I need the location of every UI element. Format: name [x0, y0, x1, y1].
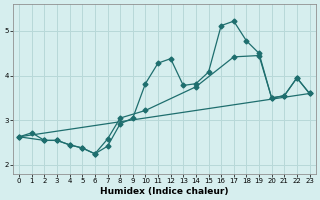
X-axis label: Humidex (Indice chaleur): Humidex (Indice chaleur) [100, 187, 228, 196]
